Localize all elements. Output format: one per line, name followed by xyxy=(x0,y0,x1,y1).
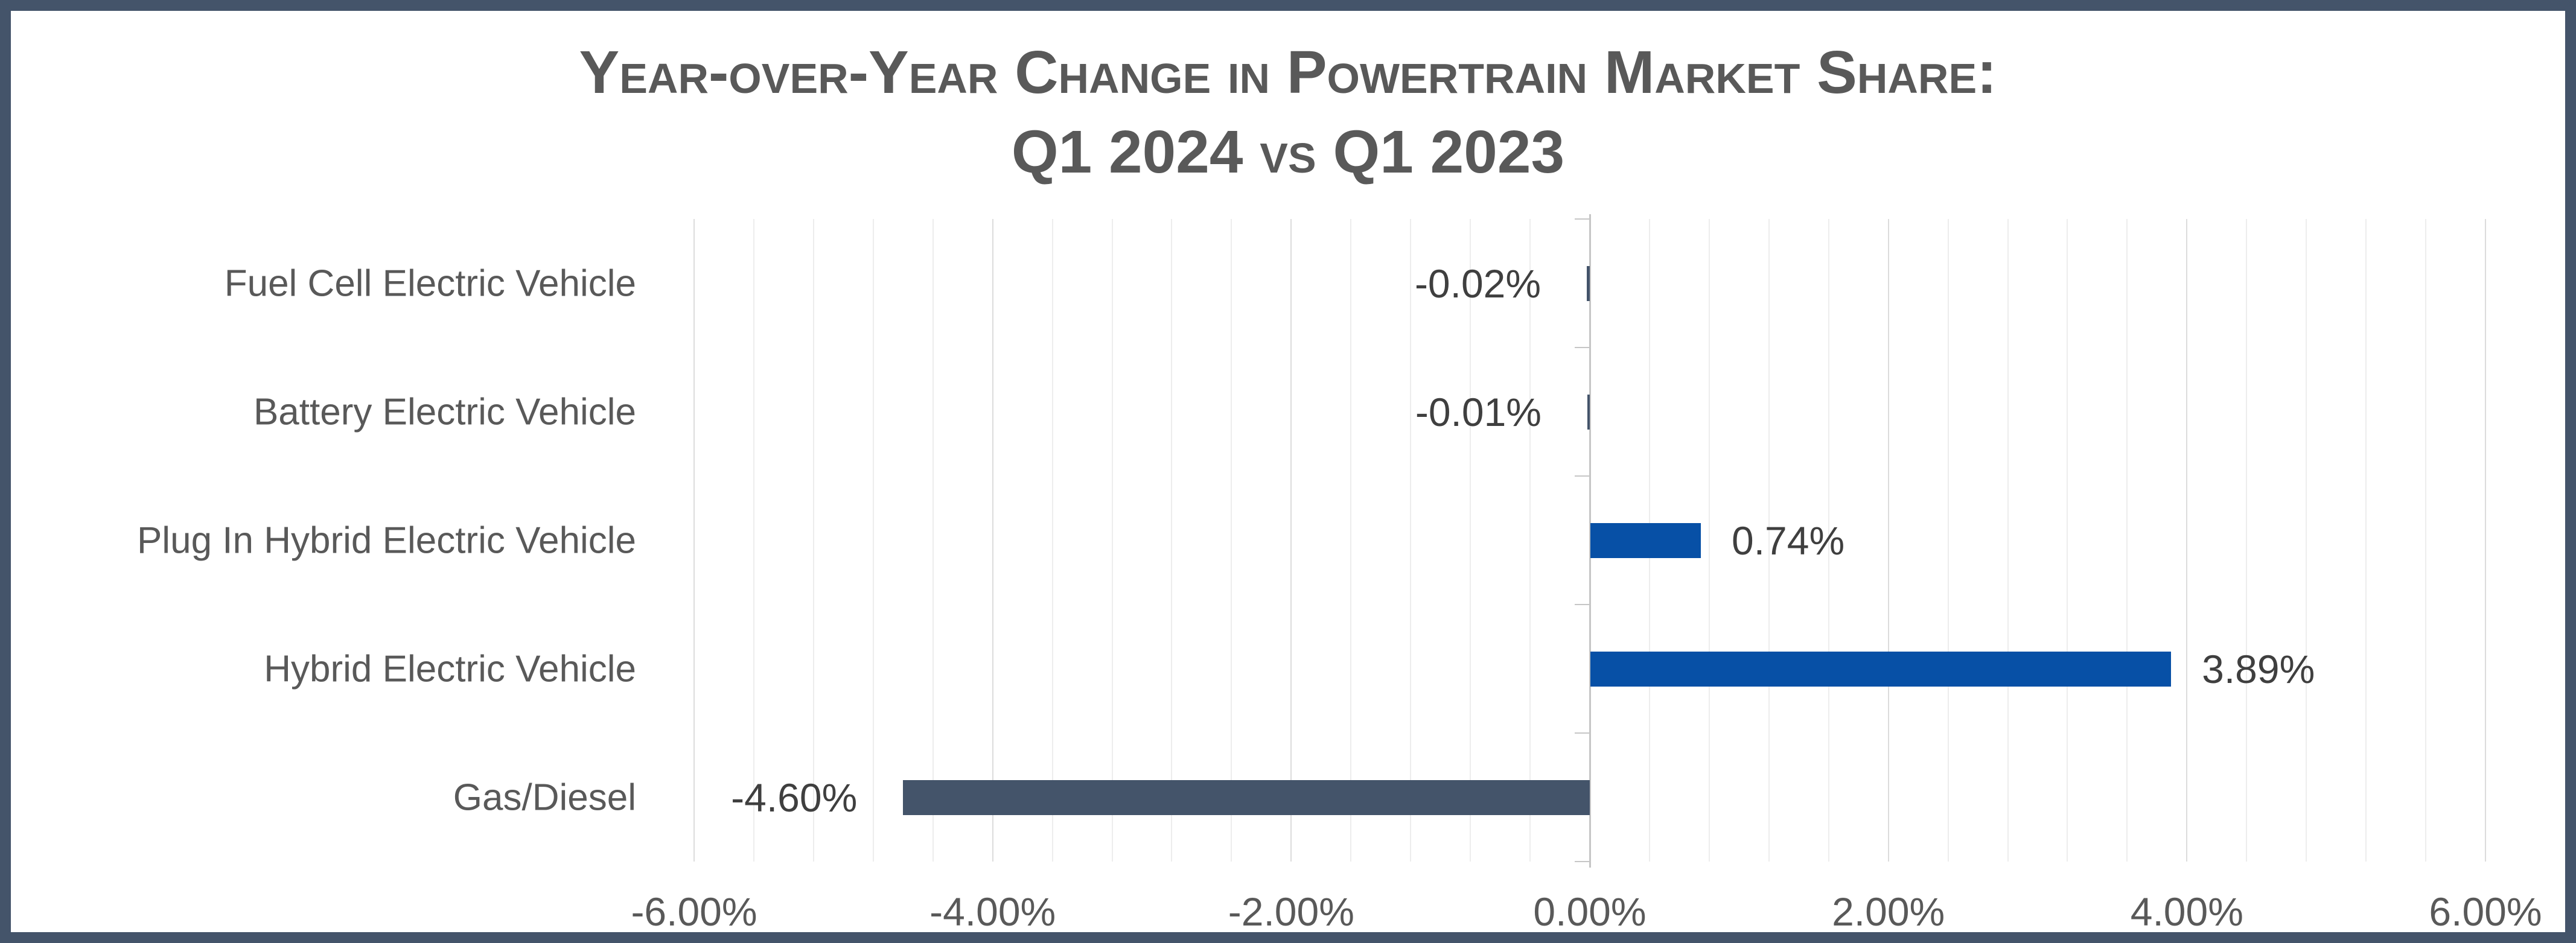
minor-gridline xyxy=(1171,219,1173,862)
minor-gridline xyxy=(1529,219,1531,862)
category-label: Battery Electric Vehicle xyxy=(253,391,636,433)
minor-gridline xyxy=(2246,219,2248,862)
category-label: Hybrid Electric Vehicle xyxy=(264,648,636,690)
minor-gridline xyxy=(872,219,874,862)
category-axis-tick xyxy=(1575,604,1589,605)
category-axis-tick xyxy=(1575,861,1589,862)
minor-gridline xyxy=(2067,219,2068,862)
x-axis-tick-label: -4.00% xyxy=(929,889,1056,934)
x-axis-tick-label: 4.00% xyxy=(2130,889,2243,934)
minor-gridline xyxy=(1111,219,1113,862)
bar xyxy=(1590,651,2172,687)
category-axis-tick xyxy=(1575,218,1589,220)
minor-gridline xyxy=(932,219,934,862)
category-label: Plug In Hybrid Electric Vehicle xyxy=(136,519,636,561)
minor-gridline xyxy=(1947,219,1949,862)
bar-value-label: 3.89% xyxy=(2202,646,2315,691)
chart-title: Year-over-Year Change in Powertrain Mark… xyxy=(11,33,2565,192)
bar-value-label: -4.60% xyxy=(731,775,858,820)
major-gridline xyxy=(1290,219,1292,862)
category-axis-tick xyxy=(1575,475,1589,477)
bar xyxy=(1587,394,1590,430)
minor-gridline xyxy=(2126,219,2128,862)
bar-value-label: 0.74% xyxy=(1732,518,1845,563)
bar-value-label: -0.02% xyxy=(1414,261,1541,306)
category-label: Gas/Diesel xyxy=(453,776,636,818)
plot-area xyxy=(693,214,2486,868)
bar xyxy=(1587,265,1590,301)
chart-title-line-1: Year-over-Year Change in Powertrain Mark… xyxy=(579,39,1997,106)
x-axis-tick-label: -2.00% xyxy=(1228,889,1354,934)
category-axis-tick xyxy=(1575,732,1589,734)
x-axis-tick-label: -6.00% xyxy=(631,889,757,934)
minor-gridline xyxy=(812,219,814,862)
category-axis-tick xyxy=(1575,347,1589,348)
minor-gridline xyxy=(2306,219,2307,862)
bar xyxy=(903,779,1590,815)
major-gridline xyxy=(693,219,695,862)
category-label: Fuel Cell Electric Vehicle xyxy=(224,262,636,304)
minor-gridline xyxy=(1350,219,1352,862)
minor-gridline xyxy=(1231,219,1232,862)
bar-value-label: -0.01% xyxy=(1415,389,1541,434)
minor-gridline xyxy=(2007,219,2009,862)
x-axis-tick-label: 2.00% xyxy=(1832,889,1945,934)
minor-gridline xyxy=(1410,219,1412,862)
minor-gridline xyxy=(1708,219,1710,862)
minor-gridline xyxy=(2425,219,2427,862)
major-gridline xyxy=(2186,219,2188,862)
bar xyxy=(1590,522,1701,558)
major-gridline xyxy=(1887,219,1889,862)
chart-title-line-2: Q1 2024 vs Q1 2023 xyxy=(1011,118,1565,186)
minor-gridline xyxy=(1768,219,1770,862)
minor-gridline xyxy=(753,219,754,862)
minor-gridline xyxy=(1051,219,1053,862)
x-axis-tick-label: 6.00% xyxy=(2429,889,2542,934)
major-gridline xyxy=(992,219,993,862)
minor-gridline xyxy=(2365,219,2367,862)
category-axis-line xyxy=(1589,214,1591,868)
minor-gridline xyxy=(1828,219,1829,862)
minor-gridline xyxy=(1470,219,1471,862)
x-axis-tick-label: 0.00% xyxy=(1533,889,1647,934)
major-gridline xyxy=(2485,219,2486,862)
